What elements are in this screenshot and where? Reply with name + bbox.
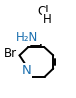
Text: H₂N: H₂N (16, 31, 38, 44)
Text: H: H (43, 13, 52, 26)
Text: Cl: Cl (37, 5, 49, 18)
Text: Br: Br (4, 47, 17, 60)
Text: N: N (21, 64, 31, 77)
